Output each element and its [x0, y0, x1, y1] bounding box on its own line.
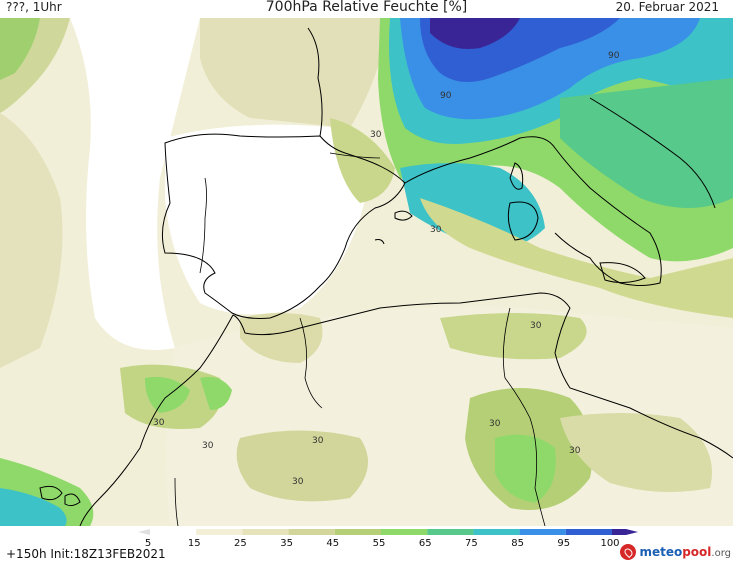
field-med-central — [420, 198, 733, 318]
contour-label: 30 — [153, 418, 165, 428]
field-adriatic — [560, 78, 733, 208]
colorbar-tick-label: 95 — [557, 538, 570, 547]
contour-label: 30 — [430, 225, 442, 235]
colorbar-swatch — [150, 529, 197, 535]
colorbar-swatch — [565, 529, 612, 535]
coastlines — [39, 27, 733, 526]
colorbar-tick-label: 25 — [234, 538, 247, 547]
field-sahara-east-core — [495, 434, 556, 503]
contour-labels: 90 90 30 30 30 30 30 30 30 30 30 — [153, 51, 620, 487]
border-pyrenees — [329, 152, 381, 159]
morocco-coast — [79, 314, 234, 526]
colorbar-tick-label: 5 — [145, 538, 151, 547]
sicily — [599, 262, 646, 284]
colorbar-swatch — [381, 529, 428, 535]
field-atlas-core-2 — [200, 376, 232, 410]
corsica — [509, 162, 524, 190]
colorbar-swatch — [473, 529, 520, 535]
humidity-map: 90 90 30 30 30 30 30 30 30 30 30 — [0, 18, 733, 526]
meteopool-logo[interactable]: meteopool.org — [620, 544, 731, 560]
colorbar-tick-label: 55 — [373, 538, 386, 547]
canary-1 — [39, 485, 63, 501]
contour-label: 30 — [569, 446, 581, 456]
humidity-fields — [0, 18, 733, 526]
borders — [174, 152, 546, 526]
sardinia — [507, 201, 539, 241]
field-algeria-south — [236, 430, 368, 502]
field-alps-max — [430, 18, 520, 49]
colorbar-arrow — [626, 529, 638, 535]
colorbar-swatch — [242, 529, 289, 535]
colorbar-swatch — [427, 529, 474, 535]
colorbar-swatch — [334, 529, 381, 535]
field-canary-core — [0, 488, 67, 526]
border-mor-alg — [299, 317, 323, 409]
colorbar-arrow-left — [138, 529, 150, 535]
valid-time-label: ???, 1Uhr — [6, 0, 62, 14]
colorbar-tick-label: 65 — [419, 538, 432, 547]
colorbar-svg: 5 15 25 35 45 55 65 75 85 95 100 — [138, 529, 638, 549]
contour-label: 30 — [292, 477, 304, 487]
contour-label: 30 — [370, 130, 382, 140]
italy-coast — [404, 136, 662, 286]
map-header: ???, 1Uhr 700hPa Relative Feuchte [%] 20… — [0, 0, 733, 18]
colorbar-tick-label: 15 — [188, 538, 201, 547]
colorbar-tick-label: 35 — [280, 538, 293, 547]
ibiza — [374, 239, 385, 245]
colorbar-swatch — [612, 529, 626, 535]
border-w-sahara — [174, 477, 179, 526]
colorbar-tick-label: 75 — [465, 538, 478, 547]
canary-2 — [64, 493, 81, 507]
field-libya — [560, 413, 712, 492]
colorbar-swatch — [519, 529, 566, 535]
colorbar: 5 15 25 35 45 55 65 75 85 95 100 — [0, 527, 733, 567]
meteopool-logo-icon — [620, 544, 637, 560]
border-portugal — [199, 177, 207, 274]
field-tyrrhenian — [400, 163, 545, 249]
field-tunisia — [440, 313, 587, 360]
field-dry-band — [70, 18, 200, 350]
border-alg-lib — [502, 307, 546, 526]
contour-label: 90 — [440, 91, 452, 101]
colorbar-tick-label: 85 — [511, 538, 524, 547]
field-atlantic-north-core — [0, 18, 40, 80]
n-africa-coast — [232, 292, 733, 459]
forecast-date: 20. Februar 2021 — [615, 0, 719, 14]
contour-label: 30 — [489, 419, 501, 429]
contour-label: 30 — [530, 321, 542, 331]
france-west-coast — [307, 27, 323, 137]
adriatic-coast — [589, 97, 716, 209]
colorbar-tick-label: 45 — [326, 538, 339, 547]
field-iberia — [165, 124, 367, 315]
init-time: +150h Init:18Z13FEB2021 — [6, 547, 166, 561]
field-atlas-core — [145, 376, 190, 413]
contour-label: 90 — [608, 51, 620, 61]
contour-label: 30 — [202, 441, 214, 451]
colorbar-tick-label: 100 — [600, 538, 619, 547]
iberia-coast — [161, 133, 406, 319]
meteopool-logo-text: meteopool.org — [639, 545, 731, 559]
colorbar-swatch — [288, 529, 335, 535]
colorbar-swatch — [196, 529, 243, 535]
humidity-map-svg: 90 90 30 30 30 30 30 30 30 30 30 — [0, 18, 733, 526]
balearic-island — [394, 210, 413, 221]
field-atlantic-mid — [0, 113, 63, 368]
field-lyon — [330, 118, 395, 203]
contour-label: 30 — [312, 436, 324, 446]
map-title: 700hPa Relative Feuchte [%] — [265, 0, 468, 15]
field-biscay — [200, 18, 390, 128]
